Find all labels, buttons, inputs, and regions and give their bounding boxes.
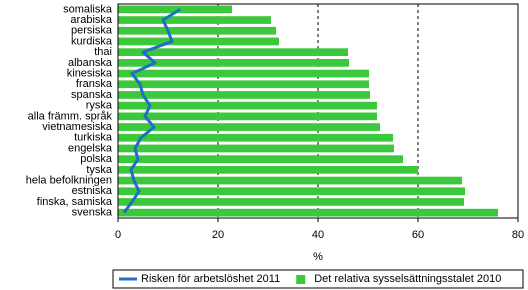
y-tick-label: hela befolkningen (26, 174, 112, 186)
y-tick-label: ryska (86, 100, 113, 112)
bar (118, 101, 377, 110)
bar (118, 112, 377, 121)
legend-label: Risken för arbetslöshet 2011 (141, 273, 280, 285)
y-tick-label: svenska (72, 207, 113, 219)
bar (118, 144, 394, 153)
legend-label: Det relativa sysselsättningsstalet 2010 (314, 273, 501, 285)
bar (118, 133, 393, 142)
bar (118, 80, 369, 89)
bar (118, 37, 279, 46)
y-tick-label: kurdiska (71, 35, 113, 47)
x-tick-label: 80 (512, 229, 524, 241)
bar (118, 16, 271, 24)
x-tick-label: 0 (115, 229, 121, 241)
legend-swatch (296, 275, 306, 284)
bar (118, 165, 418, 174)
bar (118, 58, 349, 67)
legend: Risken för arbetslöshet 2011 Det relativa… (112, 269, 524, 289)
x-axis-label: % (313, 251, 323, 263)
x-tick-label: 60 (412, 229, 424, 241)
y-tick-label: engelska (68, 142, 113, 154)
y-tick-label: estniska (72, 185, 113, 197)
y-tick-label: tyska (86, 164, 113, 176)
y-tick-label: thai (94, 46, 112, 58)
x-tick-label: 40 (312, 229, 324, 241)
y-tick-label: kinesiska (67, 67, 113, 79)
bar (118, 187, 465, 196)
legend-box (112, 269, 524, 289)
bar (118, 91, 370, 99)
y-tick-label: polska (80, 153, 113, 165)
bar (118, 69, 369, 78)
bar (118, 176, 462, 185)
y-tick-label: vietnamesiska (42, 121, 113, 133)
bar (118, 208, 498, 217)
bar (118, 48, 348, 57)
y-tick-label: somaliska (63, 3, 113, 15)
x-tick-label: 20 (212, 229, 224, 241)
y-tick-label: franska (76, 78, 113, 90)
y-tick-label: alla främm. språk (28, 110, 113, 122)
y-tick-label: persiska (71, 25, 113, 37)
bar (118, 155, 403, 164)
line (122, 8, 181, 214)
y-tick-label: turkiska (74, 132, 113, 144)
y-tick-label: albanska (68, 57, 113, 69)
bar (118, 26, 276, 35)
y-tick-label: spanska (71, 89, 113, 101)
plot-frame (117, 3, 519, 219)
bar (118, 5, 232, 14)
bar (118, 198, 464, 206)
bar (118, 123, 380, 131)
y-tick-label: arabiska (70, 14, 112, 26)
y-tick-label: finska, samiska (37, 196, 113, 208)
